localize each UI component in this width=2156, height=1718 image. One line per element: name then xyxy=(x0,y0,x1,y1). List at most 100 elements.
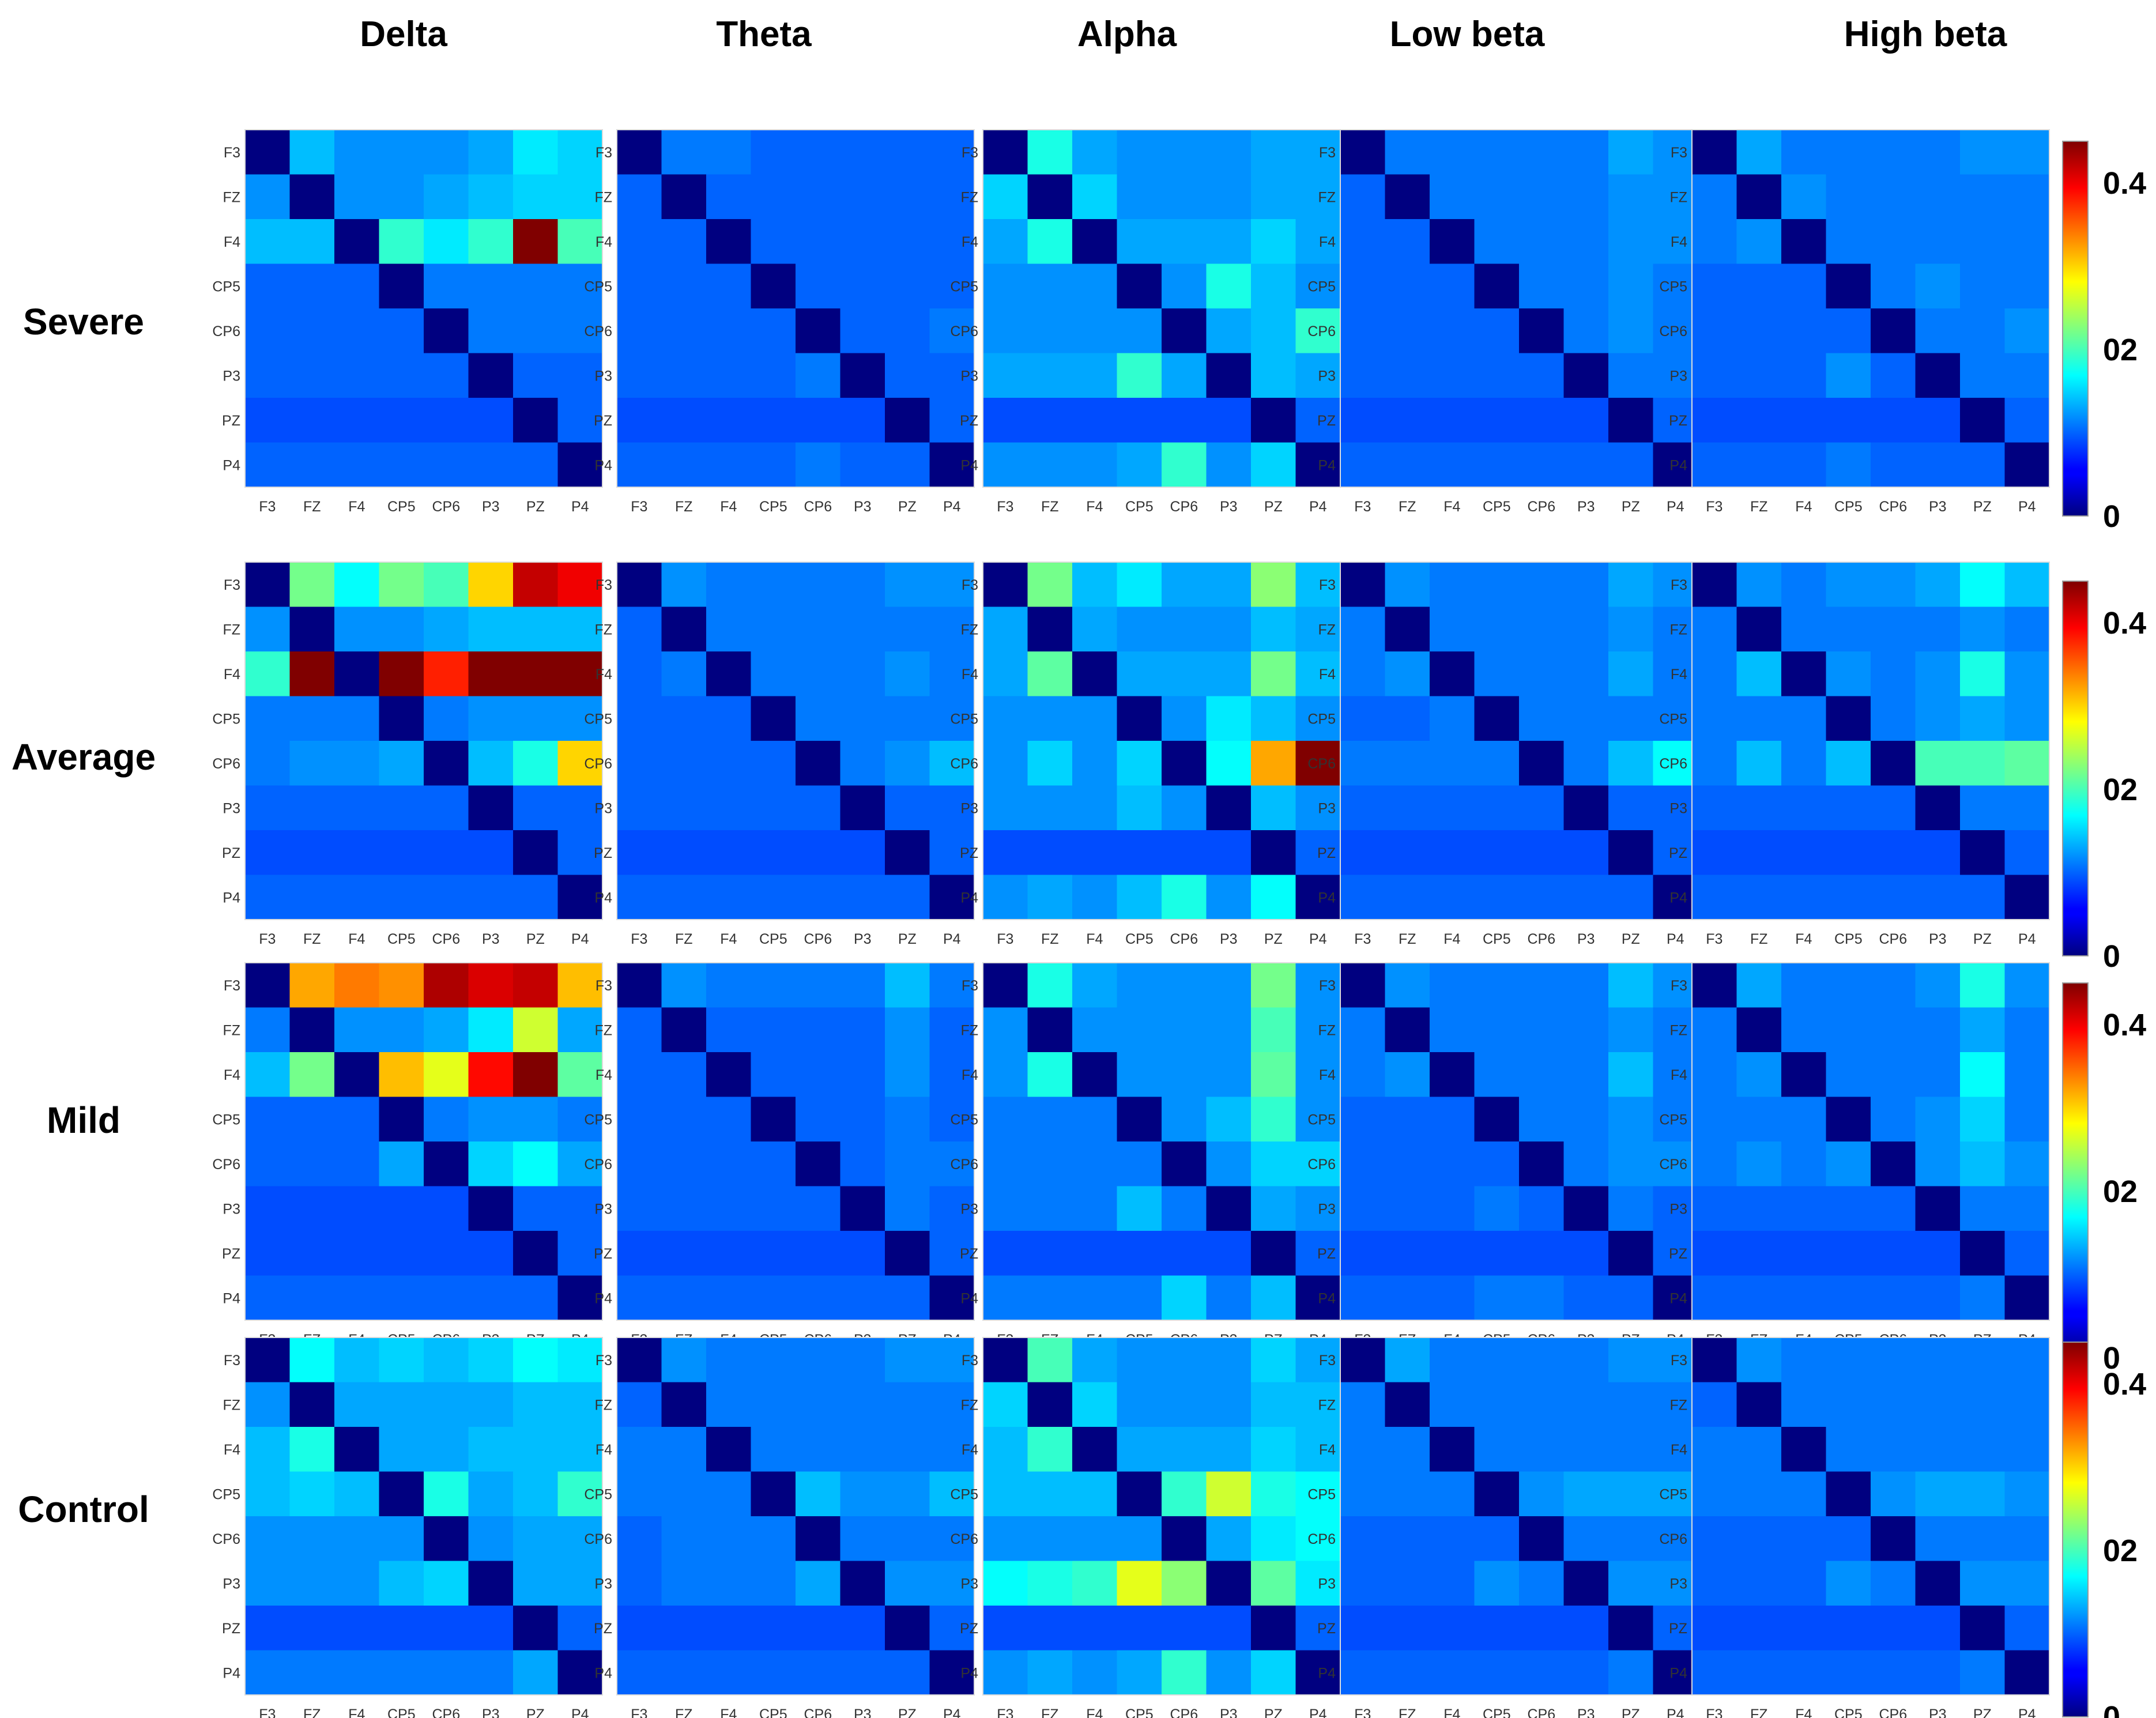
y-tick-label: CP6 xyxy=(1659,1531,1687,1547)
heatmap-cell xyxy=(468,741,514,786)
y-tick-label: P4 xyxy=(223,1665,240,1681)
heatmap-cell xyxy=(1519,1097,1565,1142)
heatmap-cell xyxy=(379,562,424,608)
y-tick-label: P3 xyxy=(1318,1576,1336,1592)
heatmap-cell xyxy=(751,398,796,443)
heatmap-cell xyxy=(1117,562,1162,608)
heatmap-cell xyxy=(289,1231,335,1276)
heatmap-cell xyxy=(1826,1382,1871,1427)
heatmap-cell xyxy=(1295,1052,1341,1098)
heatmap-cell xyxy=(1027,785,1073,831)
colorbar-gradient xyxy=(2062,982,2089,1358)
heatmap-cell xyxy=(1385,1141,1430,1187)
heatmap-cell xyxy=(840,1471,885,1517)
y-tick-label: P3 xyxy=(594,800,612,816)
heatmap-cell xyxy=(1960,1275,2006,1321)
heatmap-cell xyxy=(1692,1561,1737,1606)
y-tick-label: P4 xyxy=(1318,1290,1336,1306)
heatmap-cell xyxy=(1653,1052,1698,1098)
heatmap-cell xyxy=(334,1471,380,1517)
heatmap-cell xyxy=(840,875,885,920)
y-tick-label: F3 xyxy=(595,978,612,994)
heatmap-cell xyxy=(245,1561,291,1606)
heatmap-cell xyxy=(1162,741,1207,786)
colorbar-tick-label: 02 xyxy=(2103,1534,2138,1568)
heatmap-cell xyxy=(1385,263,1430,309)
x-tick-label: CP6 xyxy=(1879,1706,1907,1718)
heatmap-cell xyxy=(1027,308,1073,354)
heatmap-cell xyxy=(1826,651,1871,697)
heatmap-cell xyxy=(929,785,975,831)
heatmap-cell xyxy=(706,1097,752,1142)
heatmap-cell xyxy=(1385,1516,1430,1562)
x-tick-label: CP5 xyxy=(759,499,787,515)
heatmap-cell xyxy=(1915,308,1961,354)
y-tick-label: CP5 xyxy=(950,1486,978,1502)
heatmap-cell xyxy=(751,562,796,608)
y-tick-label: CP6 xyxy=(1659,323,1687,340)
heatmap-cell xyxy=(289,963,335,1008)
heatmap-cell xyxy=(983,1275,1028,1321)
heatmap-cell xyxy=(1117,651,1162,697)
heatmap-cell xyxy=(1340,130,1386,175)
heatmap-cell xyxy=(1915,1427,1961,1472)
heatmap-cell xyxy=(1960,785,2006,831)
heatmap-cell xyxy=(1162,353,1207,398)
heatmap-cell xyxy=(1117,398,1162,443)
heatmap-cell xyxy=(1251,1141,1296,1187)
heatmap-cell xyxy=(1385,696,1430,741)
heatmap-cell xyxy=(840,174,885,220)
heatmap-cell xyxy=(424,174,469,220)
heatmap-cell xyxy=(1251,606,1296,652)
heatmap-frame xyxy=(616,962,975,1321)
heatmap-frame xyxy=(616,129,975,488)
y-tick-label: CP5 xyxy=(1659,278,1687,295)
heatmap-cell xyxy=(1385,1606,1430,1651)
x-tick-label: PZ xyxy=(1622,499,1640,515)
heatmap-cell xyxy=(289,1141,335,1187)
heatmap-cell xyxy=(245,1516,291,1562)
heatmap-cell xyxy=(1117,1471,1162,1517)
heatmap-cell xyxy=(929,1141,975,1187)
heatmap-cell xyxy=(617,830,662,876)
heatmap-cell xyxy=(1692,1471,1737,1517)
heatmap-cell xyxy=(1653,442,1698,488)
heatmap-cell xyxy=(661,1427,707,1472)
heatmap-cell xyxy=(617,219,662,265)
heatmap-cell xyxy=(706,1275,752,1321)
heatmap-cell xyxy=(661,1561,707,1606)
y-tick-label: P4 xyxy=(1669,890,1687,906)
heatmap-cell xyxy=(1871,1231,1916,1276)
y-tick-label: F4 xyxy=(1671,1067,1687,1083)
heatmap-cell xyxy=(1781,442,1827,488)
heatmap-cell xyxy=(1251,1471,1296,1517)
heatmap-cell xyxy=(1027,1275,1073,1321)
heatmap-cell xyxy=(2004,741,2050,786)
heatmap-cell xyxy=(245,308,291,354)
heatmap-cell xyxy=(1385,963,1430,1008)
heatmap-cell xyxy=(840,1427,885,1472)
heatmap-cell xyxy=(751,174,796,220)
heatmap-cell xyxy=(557,1516,603,1562)
heatmap-cell xyxy=(1608,1427,1654,1472)
heatmap-cell xyxy=(1608,1382,1654,1427)
heatmap-cell xyxy=(929,963,975,1008)
heatmap-cell xyxy=(513,696,559,741)
heatmap-cell xyxy=(1251,963,1296,1008)
x-tick-label: FZ xyxy=(1399,1706,1416,1718)
group-title-mild: Mild xyxy=(47,1099,120,1141)
heatmap-cell xyxy=(1781,830,1827,876)
x-tick-label: CP6 xyxy=(1170,1706,1198,1718)
heatmap-cell xyxy=(1117,1650,1162,1696)
heatmap-cell xyxy=(557,1052,603,1098)
x-tick-label: F3 xyxy=(259,499,276,515)
heatmap-cell xyxy=(379,1186,424,1231)
heatmap-cell xyxy=(1117,1186,1162,1231)
heatmap-cell xyxy=(796,606,841,652)
heatmap-cell xyxy=(1736,1338,1782,1383)
x-tick-label: CP5 xyxy=(1483,499,1511,515)
heatmap-cell xyxy=(1826,308,1871,354)
heatmap-cell xyxy=(1474,1186,1520,1231)
heatmap-cell xyxy=(1385,1097,1430,1142)
